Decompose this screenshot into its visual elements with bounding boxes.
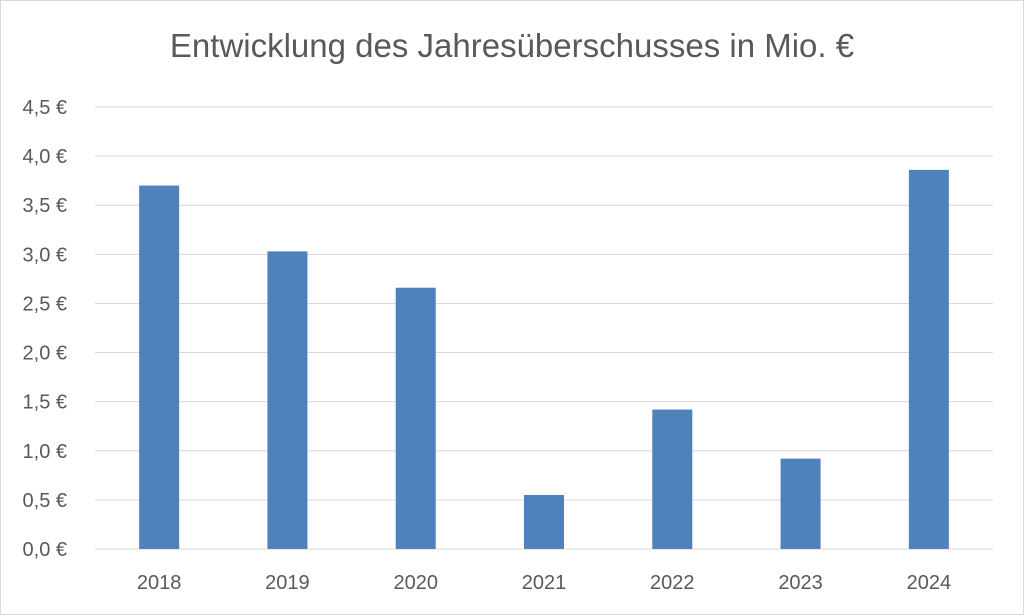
y-tick-label: 0,0 € [23,539,67,561]
bar [524,494,564,549]
y-tick-label: 2,5 € [23,293,67,315]
y-tick-label: 3,0 € [23,244,67,266]
y-tick-label: 3,5 € [23,195,67,217]
bar [395,287,436,549]
x-tick-label: 2021 [522,572,567,594]
y-tick-label: 0,5 € [23,490,67,512]
x-tick-label: 2019 [265,572,310,594]
x-tick-label: 2022 [650,572,695,594]
x-tick-label: 2018 [137,572,182,594]
y-tick-label: 1,0 € [23,441,67,463]
x-tick-label: 2023 [778,572,823,594]
y-tick-label: 1,5 € [23,392,67,414]
y-tick-label: 2,0 € [23,343,67,365]
bar [652,409,693,549]
chart-title: Entwicklung des Jahresüberschusses in Mi… [169,27,855,64]
bar [267,251,308,550]
bar [908,169,949,549]
y-tick-label: 4,0 € [23,146,67,168]
x-tick-label: 2024 [907,572,952,594]
y-tick-label: 4,5 € [23,97,67,119]
bar [780,458,821,549]
bar [139,185,180,550]
x-tick-label: 2020 [393,572,438,594]
